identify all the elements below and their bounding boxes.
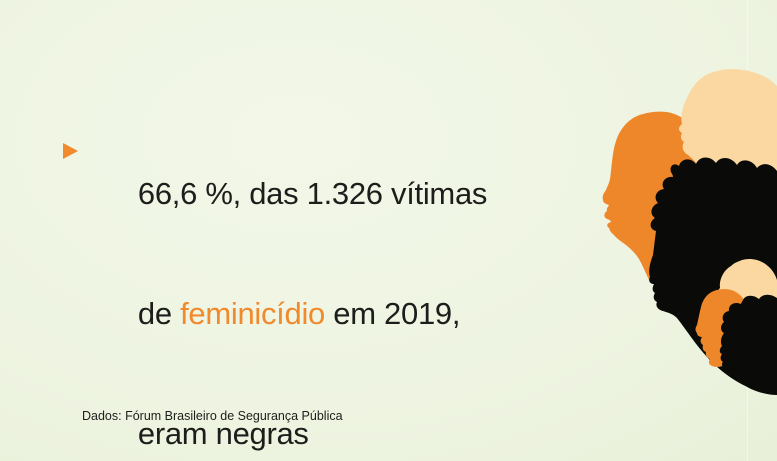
headline-line-2: de feminicídio em 2019, xyxy=(88,254,568,374)
headline-text: eram negras xyxy=(137,416,309,451)
headline-line-3: eram negras xyxy=(88,374,568,461)
headline-text: 66,6 %, das 1.326 vítimas xyxy=(137,176,488,211)
headline-text: em 2019, xyxy=(324,296,461,331)
headline-highlight-feminicidio: feminicídio xyxy=(180,296,325,331)
women-profiles-illustration xyxy=(602,69,777,395)
headline-line-1: 66,6 %, das 1.326 vítimas xyxy=(88,134,568,254)
bullet-triangle-icon xyxy=(63,143,78,159)
data-source-caption: Dados: Fórum Brasileiro de Segurança Púb… xyxy=(82,409,343,423)
headline: 66,6 %, das 1.326 vítimas de feminicídio… xyxy=(88,134,568,461)
small-black-afro-silhouette xyxy=(719,294,777,395)
headline-text: de xyxy=(137,296,181,331)
